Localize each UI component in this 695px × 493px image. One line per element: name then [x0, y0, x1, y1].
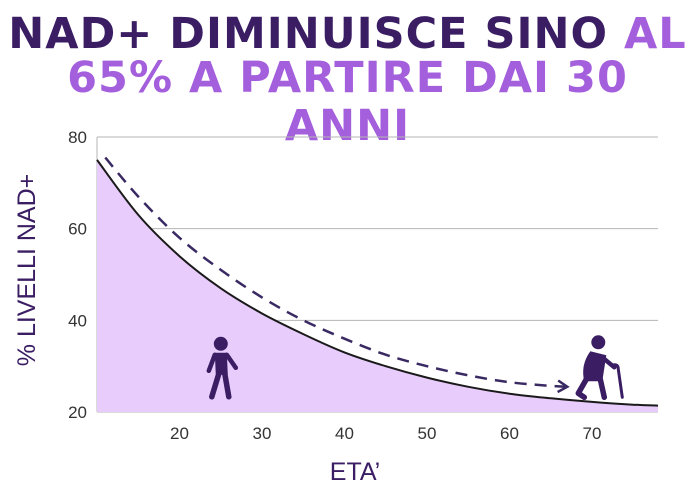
x-tick-label-30: 30 [253, 424, 272, 443]
y-tick-label-60: 60 [68, 220, 87, 239]
x-axis-title: ETA’ [330, 458, 380, 486]
trend-arrowhead [557, 379, 570, 394]
x-tick-label-40: 40 [335, 424, 354, 443]
page-title-line-2: 65% A PARTIRE DAI 30 ANNI [67, 53, 628, 151]
young-person-walking-icon [206, 336, 239, 400]
x-tick-labels: 20 30 40 50 60 70 [170, 424, 601, 443]
x-tick-label-50: 50 [418, 424, 437, 443]
page-title-line-1: NAD+ DIMINUISCE SINO AL [0, 10, 695, 58]
title-purple-text: AL [624, 9, 687, 59]
x-tick-label-70: 70 [583, 424, 602, 443]
trend-arrow [104, 156, 568, 389]
x-tick-label-60: 60 [500, 424, 519, 443]
x-tick-label-20: 20 [170, 424, 189, 443]
y-tick-label-40: 40 [68, 311, 87, 330]
area-fill [97, 159, 658, 412]
y-tick-label-80: 80 [68, 128, 87, 147]
series-line [96, 159, 659, 407]
y-axis-title: % LIVELLI NAD+ [13, 174, 41, 366]
y-tick-labels: 20 40 60 80 [68, 128, 87, 422]
title-dark-text: NAD+ DIMINUISCE SINO [8, 9, 609, 59]
y-tick-label-20: 20 [68, 403, 87, 422]
elderly-person-with-cane-icon [575, 335, 624, 401]
